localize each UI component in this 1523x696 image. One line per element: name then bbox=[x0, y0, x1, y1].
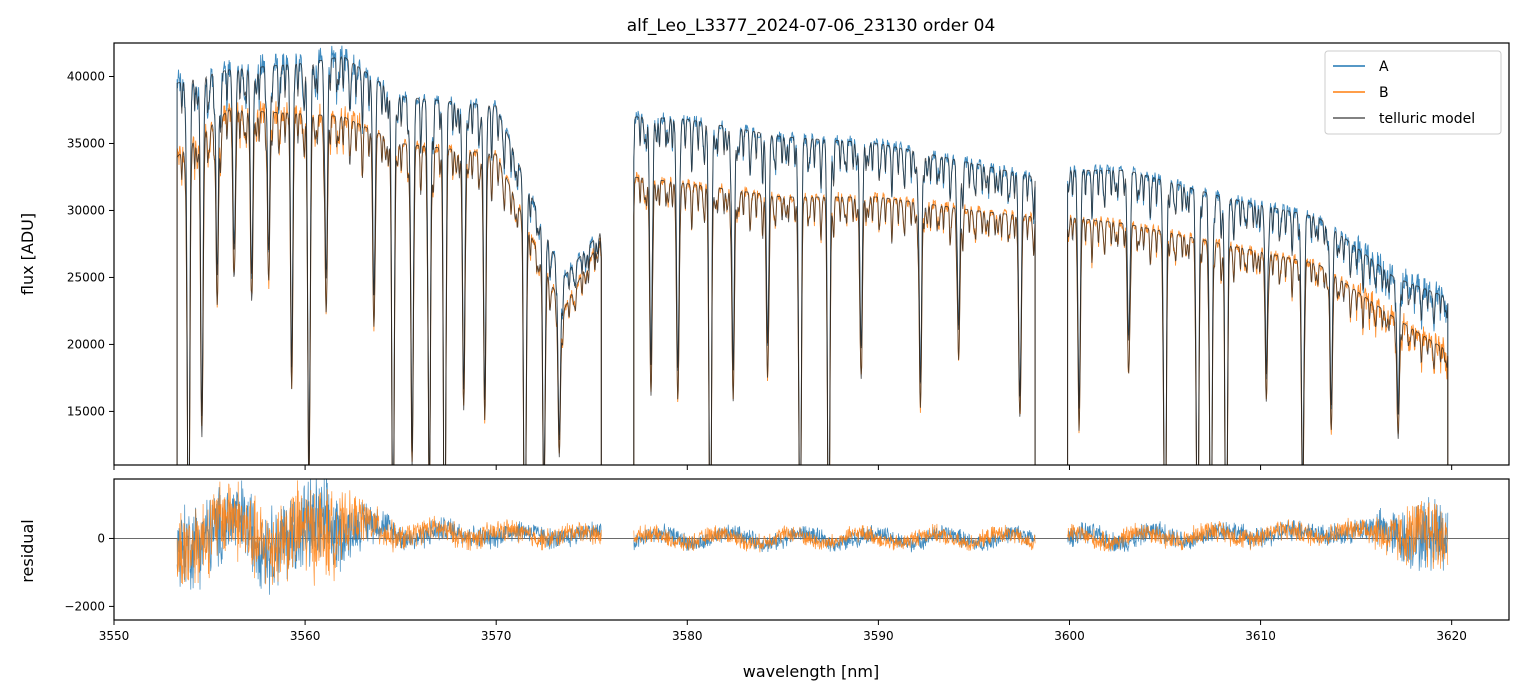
bottom-y-axis-label: residual bbox=[18, 519, 37, 582]
series-telluric-model-b bbox=[176, 109, 602, 465]
legend-label-b: B bbox=[1379, 85, 1389, 101]
legend: A B telluric model bbox=[1324, 50, 1502, 135]
legend-frame bbox=[1324, 50, 1502, 135]
bottom-axes-background bbox=[114, 479, 1509, 620]
top-y-tick-label: 25000 bbox=[67, 270, 105, 284]
bottom-axes-frame bbox=[113, 478, 1510, 621]
legend-label-a: A bbox=[1379, 59, 1389, 75]
top-plot-area bbox=[176, 45, 1449, 465]
residual-b bbox=[633, 523, 1036, 553]
residual-b bbox=[1067, 500, 1449, 569]
top-y-tick-label: 40000 bbox=[67, 69, 105, 83]
top-y-tick-label: 15000 bbox=[67, 404, 105, 418]
series-telluric-model-b bbox=[1067, 216, 1449, 465]
top-y-tick-label: 30000 bbox=[67, 203, 105, 217]
bottom-y-tick-label: −2000 bbox=[64, 599, 105, 613]
x-axis-label: wavelength [nm] bbox=[743, 662, 880, 681]
bottom-axes: 3550 3560 3570 3580 3590 3600 3610 3620 −2000 0 bbox=[64, 531, 1467, 643]
x-tick-label: 3570 bbox=[481, 629, 512, 643]
x-tick-label: 3590 bbox=[863, 629, 894, 643]
top-y-tick-label: 35000 bbox=[67, 136, 105, 150]
series-telluric-model-a bbox=[1067, 169, 1449, 465]
x-tick-label: 3600 bbox=[1054, 629, 1085, 643]
x-tick-label: 3580 bbox=[672, 629, 703, 643]
x-tick-label: 3620 bbox=[1436, 629, 1467, 643]
x-tick-label: 3550 bbox=[99, 629, 130, 643]
top-axes: 15000 20000 25000 30000 35000 40000 bbox=[67, 69, 1453, 470]
residual-b bbox=[176, 480, 602, 586]
legend-label-telluric-model: telluric model bbox=[1379, 111, 1475, 127]
chart-title: alf_Leo_L3377_2024-07-06_23130 order 04 bbox=[627, 16, 996, 36]
series-telluric-model-a bbox=[633, 116, 1036, 465]
bottom-plot-area bbox=[114, 479, 1509, 595]
x-tick-label: 3610 bbox=[1245, 629, 1276, 643]
top-axes-frame bbox=[113, 42, 1510, 466]
bottom-y-tick-label: 0 bbox=[97, 531, 105, 545]
x-tick-label: 3560 bbox=[290, 629, 321, 643]
top-axes-background bbox=[114, 43, 1509, 465]
series-telluric-model-a bbox=[176, 56, 602, 465]
top-y-tick-label: 20000 bbox=[67, 337, 105, 351]
top-y-axis-label: flux [ADU] bbox=[18, 213, 37, 295]
series-telluric-model-b bbox=[633, 176, 1036, 465]
